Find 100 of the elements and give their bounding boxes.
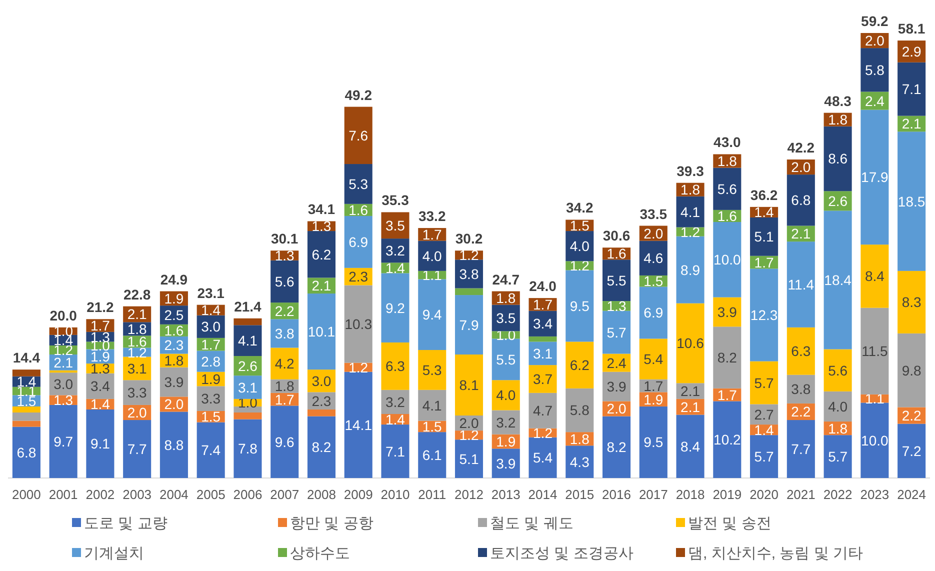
x-tick-label: 2020 [750,487,778,502]
bar [270,260,299,303]
data-label: 1.9 [496,433,516,450]
bar [454,354,484,416]
data-label: 9.5 [644,434,664,450]
data-label: 3.0 [54,376,74,392]
data-label: 7.7 [791,441,811,458]
data-label: 4.7 [533,402,553,419]
data-label: 5.7 [606,324,626,340]
bar [602,416,631,478]
total-label: 24.7 [492,271,520,288]
bar [898,333,926,408]
bar [492,380,520,410]
data-label: 2.0 [791,159,811,176]
data-label: 8.2 [717,350,738,366]
data-label: 1.7 [533,296,553,312]
data-label: 4.0 [422,248,442,264]
bar [824,391,852,422]
data-label: 3.9 [717,304,738,320]
data-label: 1.7 [717,386,738,403]
data-label: 3.4 [90,378,110,394]
data-label: 2.6 [238,358,258,374]
data-label: 8.4 [680,438,700,454]
data-label: 5.4 [644,351,664,368]
bar [860,244,889,308]
data-label: 7.2 [902,442,922,459]
data-label: 5.7 [754,374,774,391]
data-label: 1.7 [644,378,664,394]
data-label: 2.0 [644,225,664,242]
data-label: 8.8 [164,436,184,453]
data-label: 10.2 [714,432,741,448]
data-label: 1.8 [570,430,590,447]
data-label: 1.3 [90,360,110,376]
data-label: 9.4 [422,306,442,323]
bar [639,406,668,478]
x-tick-label: 2005 [196,487,226,502]
data-label: 3.4 [533,316,553,332]
x-tick-label: 2018 [676,487,705,502]
bar [786,174,815,226]
data-label: 9.6 [274,434,295,450]
data-label: 17.9 [861,169,889,186]
bar [234,419,262,478]
data-label: 7.7 [127,441,148,458]
x-tick-label: 2004 [160,487,188,502]
data-label: 1.4 [386,260,406,276]
bar [418,240,446,271]
data-label: 8.9 [680,262,700,278]
bar [898,270,926,334]
data-label: 3.1 [127,360,148,376]
data-label: 4.0 [496,387,516,404]
data-label: 8.6 [828,150,848,167]
data-label: 2.1 [902,116,922,132]
data-label: 4.2 [274,356,295,372]
data-label: 5.1 [754,228,774,245]
data-label: 8.3 [902,294,922,310]
data-label: 3.2 [386,242,406,259]
data-label: 6.3 [791,343,811,360]
bar [676,196,704,228]
data-label: 14.1 [344,416,372,433]
data-label: 1.8 [828,112,848,128]
data-label: 2.5 [164,306,184,323]
bar [528,437,557,478]
bar [196,422,225,478]
data-label: 5.3 [422,362,442,378]
data-label: 2.9 [902,43,922,60]
bar [786,420,815,478]
total-label: 24.9 [160,271,188,288]
x-tick-label: 2002 [86,487,115,502]
data-label: 18.5 [898,193,926,210]
bar [12,412,40,421]
bar [602,260,631,302]
total-label: 43.0 [714,134,741,150]
bar [49,404,78,478]
data-label: 11.4 [788,276,814,292]
bar [418,350,446,390]
bar [786,327,815,375]
bar [381,342,410,390]
data-label: 3.1 [533,345,553,362]
data-label: 1.5 [644,273,664,290]
data-label: 6.8 [791,192,811,208]
bar [418,279,446,350]
data-label: 1.3 [54,392,74,408]
x-tick-label: 2016 [602,487,631,502]
bar [86,409,114,478]
data-label: 5.6 [828,362,848,378]
data-label: 1.0 [238,394,258,411]
bar [270,406,299,478]
x-tick-label: 2021 [786,487,816,502]
data-label: 6.3 [386,358,406,374]
x-tick-label: 2017 [638,487,668,502]
data-label: 1.9 [201,370,221,387]
bar [602,310,631,354]
bar [898,62,926,116]
total-label: 58.1 [898,20,926,37]
x-tick-label: 2007 [270,487,300,502]
data-label: 7.1 [386,443,406,460]
data-label: 6.9 [348,234,368,250]
data-label: 3.5 [496,310,516,326]
x-tick-label: 2000 [12,487,41,502]
data-label: 1.5 [422,418,442,434]
